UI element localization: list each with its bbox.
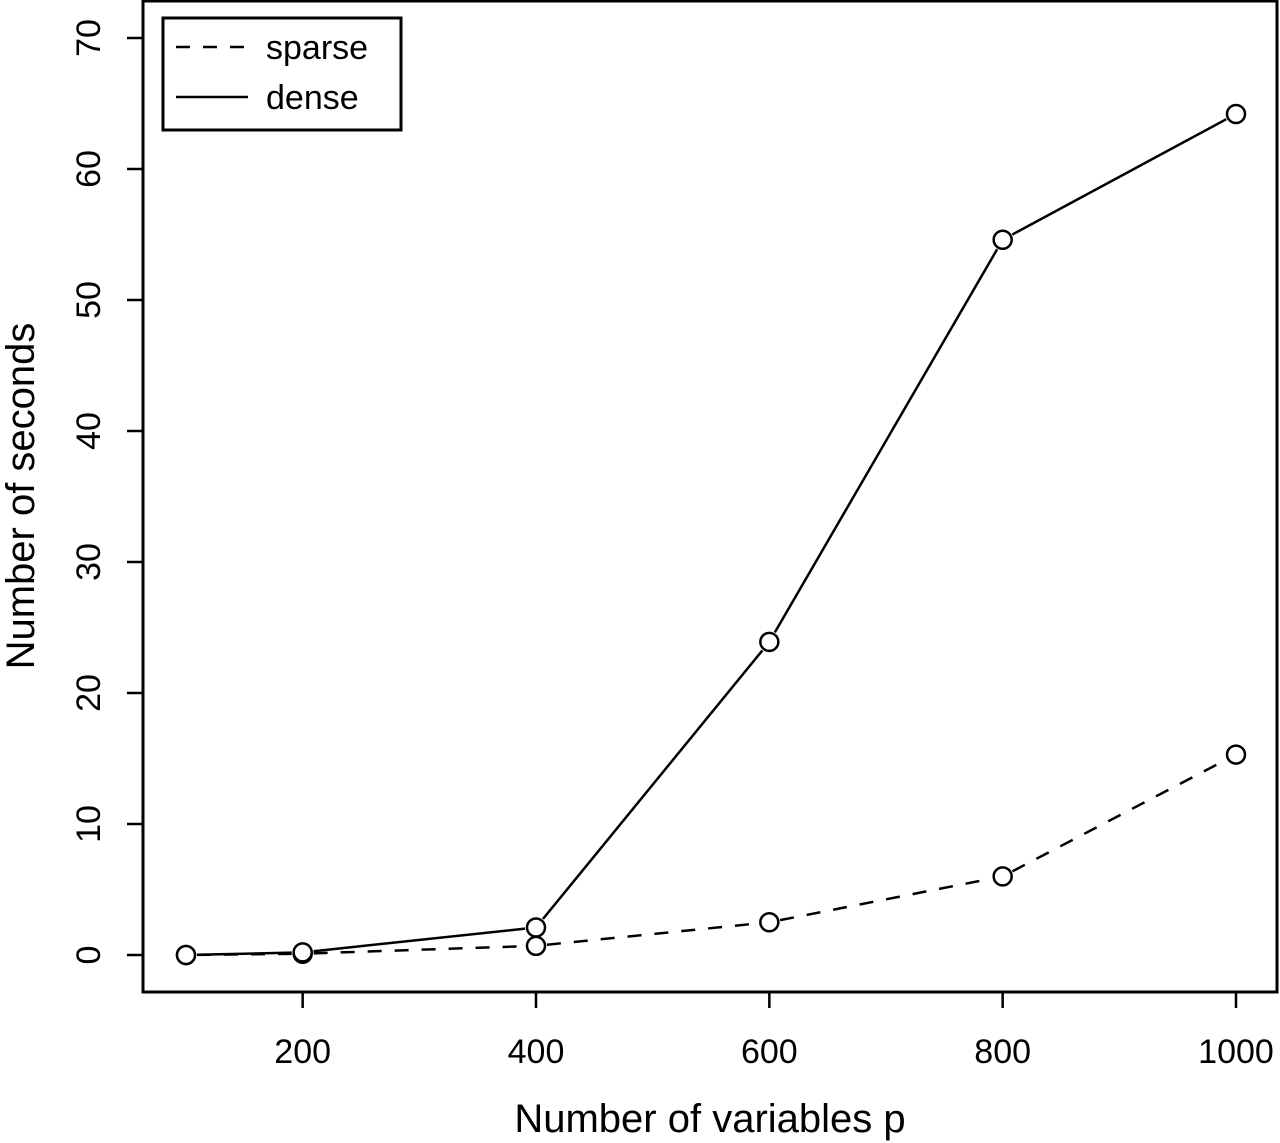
point-dense [175,944,197,966]
point-dense [1225,103,1247,125]
x-tick-label: 200 [274,1033,331,1071]
series-line-dense [1011,118,1227,236]
y-tick-label: 30 [70,543,108,581]
legend-box [161,16,403,132]
series-line-dense [773,248,999,634]
point-dense [759,631,780,653]
point-sparse [759,912,780,933]
point-dense [992,229,1013,250]
legend-label-sparse: sparse [266,29,368,67]
y-axis: 0 10 20 30 40 50 60 70 [70,19,143,964]
point-sparse [992,866,1013,887]
plot-frame [141,0,1279,994]
y-axis-label: Number of seconds [0,323,43,670]
point-dense [525,917,547,938]
legend: sparse dense [161,16,403,132]
point-dense [292,942,313,963]
series-line-sparse [779,877,993,922]
point-sparse [525,935,547,957]
x-axis: 200 400 600 800 1000 [274,992,1274,1071]
y-tick-label: 10 [70,805,108,843]
series-layer [175,103,1247,966]
x-tick-label: 1000 [1198,1033,1274,1071]
x-tick-label: 400 [508,1033,565,1071]
y-tick-label: 20 [70,674,108,712]
series-line-sparse [313,944,526,955]
x-tick-label: 800 [974,1033,1031,1071]
series-line-dense [541,649,764,920]
x-axis-label: Number of variables p [514,1097,905,1141]
y-tick-label: 0 [70,946,108,965]
series-line-dense [313,927,526,953]
series-line-sparse [546,922,759,946]
y-tick-label: 60 [70,150,108,188]
legend-label-dense: dense [266,79,359,117]
series-line-sparse [1011,758,1227,873]
y-tick-label: 50 [70,281,108,319]
x-tick-label: 600 [741,1033,798,1071]
series-line-dense [196,951,292,957]
y-tick-label: 70 [70,19,108,57]
point-sparse [1225,744,1247,765]
y-tick-label: 40 [70,412,108,450]
